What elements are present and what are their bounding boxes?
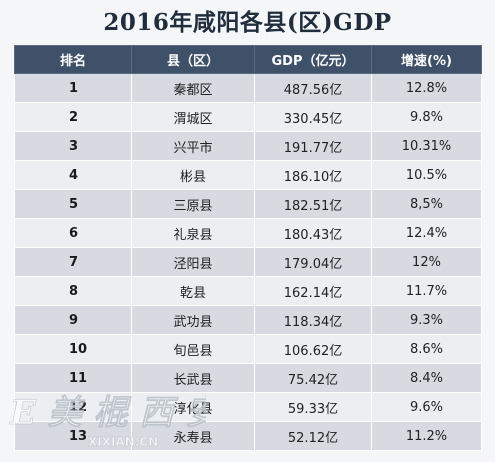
county-cell: 武功县 — [131, 305, 255, 335]
growth-cell: 9.3% — [371, 305, 482, 335]
growth-cell: 9.6% — [371, 392, 482, 422]
rank-cell: 1 — [14, 73, 132, 103]
rank-cell: 7 — [14, 247, 132, 277]
gdp-cell: 52.12亿 — [254, 421, 372, 451]
county-cell: 三原县 — [131, 189, 255, 219]
growth-cell: 8,5% — [371, 189, 482, 219]
table-row: 2 渭城区 330.45亿 9.8% — [14, 102, 482, 132]
county-cell: 秦都区 — [131, 73, 255, 103]
county-cell: 泾阳县 — [131, 247, 255, 277]
gdp-cell: 330.45亿 — [254, 102, 372, 132]
rank-cell: 3 — [14, 131, 132, 161]
growth-cell: 12% — [371, 247, 482, 277]
growth-cell: 12.4% — [371, 218, 482, 248]
column-header-county: 县（区） — [131, 45, 255, 74]
table-row: 10 旬邑县 106.62亿 8.6% — [14, 334, 482, 364]
county-cell: 彬县 — [131, 160, 255, 190]
county-cell: 兴平市 — [131, 131, 255, 161]
gdp-cell: 179.04亿 — [254, 247, 372, 277]
table-row: 6 礼泉县 180.43亿 12.4% — [14, 218, 482, 248]
table-row: 9 武功县 118.34亿 9.3% — [14, 305, 482, 335]
gdp-cell: 487.56亿 — [254, 73, 372, 103]
county-cell: 永寿县 — [131, 421, 255, 451]
rank-cell: 11 — [14, 363, 132, 393]
table-row: 4 彬县 186.10亿 10.5% — [14, 160, 482, 190]
growth-cell: 9.8% — [371, 102, 482, 132]
page-title: 2016年咸阳各县(区)GDP — [103, 9, 392, 36]
county-cell: 淳化县 — [131, 392, 255, 422]
gdp-cell: 118.34亿 — [254, 305, 372, 335]
column-header-rank: 排名 — [14, 45, 132, 74]
growth-cell: 11.2% — [371, 421, 482, 451]
table-row: 5 三原县 182.51亿 8,5% — [14, 189, 482, 219]
county-cell: 渭城区 — [131, 102, 255, 132]
rank-cell: 6 — [14, 218, 132, 248]
gdp-cell: 106.62亿 — [254, 334, 372, 364]
column-header-gdp: GDP（亿元） — [254, 45, 372, 74]
column-header-growth: 增速(%) — [371, 45, 482, 74]
growth-cell: 8.6% — [371, 334, 482, 364]
gdp-ranking-table: 排名 县（区） GDP（亿元） 增速(%) 1 秦都区 487.56亿 12.8… — [14, 45, 482, 451]
table-row: 12 淳化县 59.33亿 9.6% — [14, 392, 482, 422]
county-cell: 礼泉县 — [131, 218, 255, 248]
gdp-cell: 191.77亿 — [254, 131, 372, 161]
table-row: 1 秦都区 487.56亿 12.8% — [14, 73, 482, 103]
rank-cell: 2 — [14, 102, 132, 132]
table-row: 13 永寿县 52.12亿 11.2% — [14, 421, 482, 451]
rank-cell: 5 — [14, 189, 132, 219]
growth-cell: 12.8% — [371, 73, 482, 103]
growth-cell: 10.31% — [371, 131, 482, 161]
rank-cell: 13 — [14, 421, 132, 451]
county-cell: 乾县 — [131, 276, 255, 306]
county-cell: 旬邑县 — [131, 334, 255, 364]
gdp-cell: 182.51亿 — [254, 189, 372, 219]
table-header-row: 排名 县（区） GDP（亿元） 增速(%) — [14, 45, 482, 74]
gdp-cell: 180.43亿 — [254, 218, 372, 248]
table-row: 8 乾县 162.14亿 11.7% — [14, 276, 482, 306]
table-row: 7 泾阳县 179.04亿 12% — [14, 247, 482, 277]
gdp-cell: 59.33亿 — [254, 392, 372, 422]
growth-cell: 8.4% — [371, 363, 482, 393]
table-row: 11 长武县 75.42亿 8.4% — [14, 363, 482, 393]
rank-cell: 12 — [14, 392, 132, 422]
growth-cell: 10.5% — [371, 160, 482, 190]
county-cell: 长武县 — [131, 363, 255, 393]
gdp-cell: 186.10亿 — [254, 160, 372, 190]
table-row: 3 兴平市 191.77亿 10.31% — [14, 131, 482, 161]
rank-cell: 10 — [14, 334, 132, 364]
gdp-cell: 162.14亿 — [254, 276, 372, 306]
growth-cell: 11.7% — [371, 276, 482, 306]
gdp-cell: 75.42亿 — [254, 363, 372, 393]
rank-cell: 8 — [14, 276, 132, 306]
rank-cell: 4 — [14, 160, 132, 190]
rank-cell: 9 — [14, 305, 132, 335]
